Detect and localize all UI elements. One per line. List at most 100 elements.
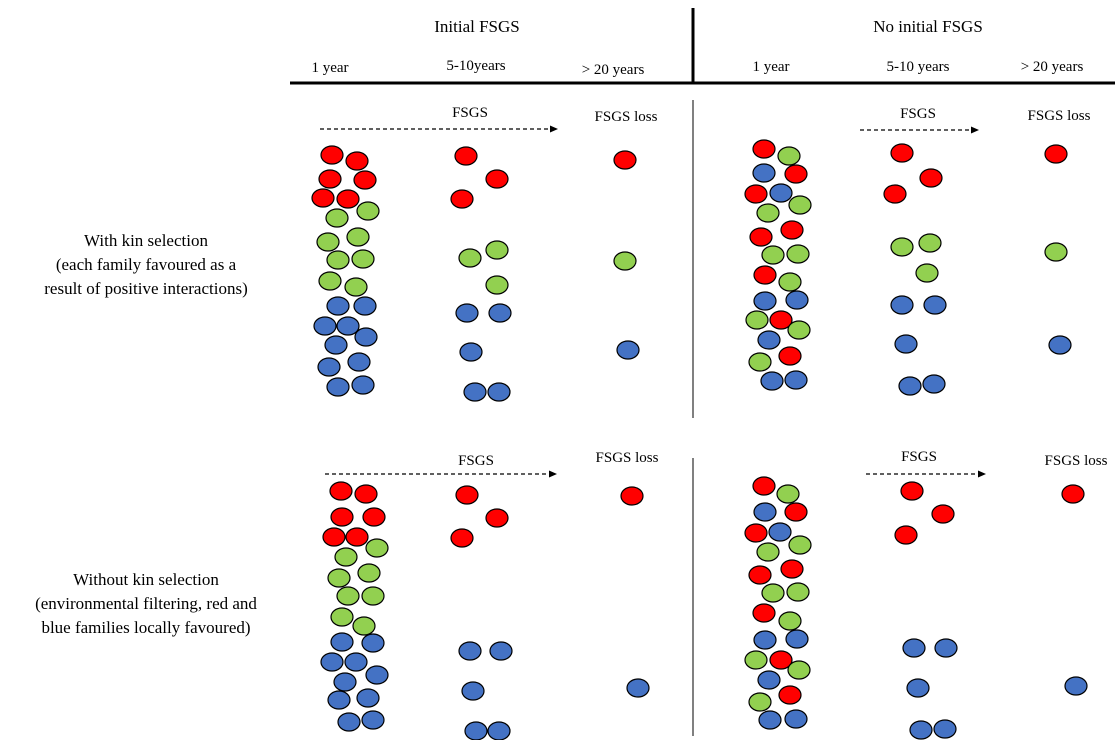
col-initial-5-10-years: 5-10years [446,58,505,74]
row-label-with-kin-1: With kin selection [84,231,208,250]
fsgs-loss-label-bottom-right: FSGS loss [1045,453,1108,469]
red-family-dot [331,508,353,526]
row-label-with-kin-3: result of positive interactions) [44,279,247,298]
blue-family-dot [754,503,776,521]
green-family-dot [337,587,359,605]
fsgs-arrow-top-left [320,126,558,133]
blue-family-dot [1049,336,1071,354]
blue-family-dot [366,666,388,684]
red-family-dot [895,526,917,544]
header-initial-fsgs: Initial FSGS [434,17,520,36]
blue-family-dot [785,710,807,728]
green-family-dot [486,241,508,259]
green-family-dot [486,276,508,294]
blue-family-dot [1065,677,1087,695]
col-no-initial-5-10-years: 5-10 years [887,59,950,75]
blue-family-dot [488,722,510,740]
fsgs-arrow-top-right [860,127,979,134]
red-family-dot [781,221,803,239]
green-family-dot [331,608,353,626]
blue-family-dot [761,372,783,390]
dot-group-top-right-5-10 [884,144,946,395]
fsgs-label-top-right: FSGS [900,106,936,122]
green-family-dot [614,252,636,270]
red-family-dot [363,508,385,526]
blue-family-dot [348,353,370,371]
blue-family-dot [754,292,776,310]
red-family-dot [354,171,376,189]
blue-family-dot [338,713,360,731]
dot-group-top-left-5-10 [451,147,511,401]
red-family-dot [785,165,807,183]
red-family-dot [486,170,508,188]
blue-family-dot [465,722,487,740]
green-family-dot [745,651,767,669]
blue-family-dot [331,633,353,651]
blue-family-dot [345,653,367,671]
fsgs-loss-label-bottom-left: FSGS loss [596,450,659,466]
green-family-dot [366,539,388,557]
red-family-dot [1045,145,1067,163]
blue-family-dot [459,642,481,660]
green-family-dot [347,228,369,246]
red-family-dot [321,146,343,164]
red-family-dot [337,190,359,208]
red-family-dot [891,144,913,162]
green-family-dot [335,548,357,566]
blue-family-dot [460,343,482,361]
fsgs-label-bottom-left: FSGS [458,453,494,469]
blue-family-dot [362,634,384,652]
blue-family-dot [334,673,356,691]
blue-family-dot [934,720,956,738]
fsgs-loss-label-top-left: FSGS loss [595,109,658,125]
red-family-dot [750,228,772,246]
green-family-dot [788,321,810,339]
blue-family-dot [337,317,359,335]
dot-group-bottom-right-20 [1062,485,1087,695]
red-family-dot [346,152,368,170]
green-family-dot [357,202,379,220]
red-family-dot [456,486,478,504]
dot-group-top-left-20 [614,151,639,359]
red-family-dot [901,482,923,500]
green-family-dot [353,617,375,635]
dot-group-top-right-1yr [745,140,811,390]
col-no-initial-1-year: 1 year [752,59,789,75]
red-family-dot [355,485,377,503]
green-family-dot [787,245,809,263]
blue-family-dot [318,358,340,376]
blue-family-dot [325,336,347,354]
green-family-dot [778,147,800,165]
blue-family-dot [786,630,808,648]
red-family-dot [451,190,473,208]
blue-family-dot [891,296,913,314]
dot-group-bottom-left-1yr [321,482,388,731]
blue-family-dot [935,639,957,657]
green-family-dot [317,233,339,251]
blue-family-dot [786,291,808,309]
red-family-dot [779,347,801,365]
blue-family-dot [362,711,384,729]
green-family-dot [779,612,801,630]
green-family-dot [358,564,380,582]
col-initial-1-year: 1 year [311,60,348,76]
red-family-dot [621,487,643,505]
red-family-dot [749,566,771,584]
red-family-dot [753,477,775,495]
blue-family-dot [328,691,350,709]
red-family-dot [779,686,801,704]
dot-group-top-left-1yr [312,146,379,396]
header-no-initial-fsgs: No initial FSGS [873,17,983,36]
green-family-dot [459,249,481,267]
dot-group-top-right-20 [1045,145,1071,354]
blue-family-dot [758,671,780,689]
blue-family-dot [456,304,478,322]
blue-family-dot [490,642,512,660]
blue-family-dot [321,653,343,671]
red-family-dot [486,509,508,527]
dot-group-bottom-left-5-10 [451,486,512,740]
green-family-dot [919,234,941,252]
green-family-dot [779,273,801,291]
fsgs-arrow-bottom-right [866,471,986,478]
green-family-dot [788,661,810,679]
